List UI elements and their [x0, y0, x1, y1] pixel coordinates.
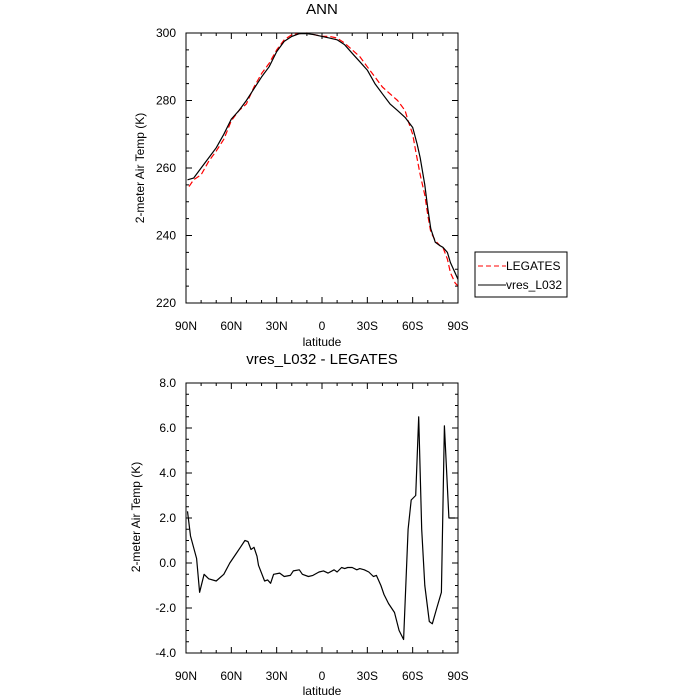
bottom-chart-tick-labels: 90N 60N 30N 0 30S 60S 90S -4.0 -2.0 0.0 2.0 4.0 6.0 8… — [155, 376, 468, 683]
bottom-chart-frame — [185, 382, 459, 654]
x-tick-label: 30S — [357, 669, 378, 683]
y-tick-label: 280 — [156, 94, 176, 108]
y-tick-label: 260 — [156, 161, 176, 175]
y-tick-label: -4.0 — [155, 646, 176, 660]
bottom-chart-ticks — [185, 382, 459, 654]
x-tick-label: 30N — [266, 319, 288, 333]
top-chart-ticks — [185, 32, 459, 304]
y-tick-label: 0.0 — [159, 556, 176, 570]
top-chart-tick-labels: 90N 60N 30N 0 30S 60S 90S 220 240 260 280 300 — [156, 26, 469, 333]
x-tick-label: 90N — [175, 669, 197, 683]
series-line-0 — [188, 32, 459, 287]
x-tick-label: 90S — [447, 669, 468, 683]
y-tick-label: 6.0 — [159, 421, 176, 435]
x-tick-label: 0 — [319, 319, 326, 333]
top-chart-lines — [187, 32, 459, 287]
x-tick-label: 0 — [319, 669, 326, 683]
x-tick-label: 60N — [220, 669, 242, 683]
x-tick-label: 90N — [175, 319, 197, 333]
top-chart-frame — [185, 32, 459, 304]
y-tick-label: 220 — [156, 296, 176, 310]
x-tick-label: 30N — [266, 669, 288, 683]
top-chart-ylabel: 2-meter Air Temp (K) — [133, 113, 147, 223]
x-tick-label: 60S — [402, 319, 423, 333]
top-chart-xlabel: latitude — [303, 335, 342, 349]
x-tick-label: 30S — [357, 319, 378, 333]
bottom-chart-lines — [186, 416, 455, 641]
x-tick-label: 90S — [447, 319, 468, 333]
top-chart: ANN 2-meter Air Temp (K) latitude 90N 60N… — [133, 1, 568, 349]
bottom-chart-ylabel: 2-meter Air Temp (K) — [129, 462, 143, 572]
top-chart-title: ANN — [306, 1, 338, 18]
series-line-1 — [187, 33, 459, 280]
bottom-chart: vres_L032 - LEGATES 2-meter Air Temp (K)… — [129, 351, 469, 698]
y-tick-label: -2.0 — [155, 601, 176, 615]
x-tick-label: 60N — [220, 319, 242, 333]
legend: LEGATES vres_L032 — [474, 251, 568, 298]
y-tick-label: 2.0 — [159, 511, 176, 525]
bottom-chart-title: vres_L032 - LEGATES — [246, 351, 397, 368]
legend-box — [474, 251, 568, 298]
y-tick-label: 4.0 — [159, 466, 176, 480]
bottom-chart-xlabel: latitude — [303, 684, 342, 698]
y-tick-label: 240 — [156, 229, 176, 243]
legend-label-legates: LEGATES — [506, 259, 560, 273]
y-tick-label: 8.0 — [159, 376, 176, 390]
y-tick-label: 300 — [156, 26, 176, 40]
legend-label-vres: vres_L032 — [506, 278, 562, 292]
series-line-0 — [186, 416, 455, 641]
x-tick-label: 60S — [402, 669, 423, 683]
